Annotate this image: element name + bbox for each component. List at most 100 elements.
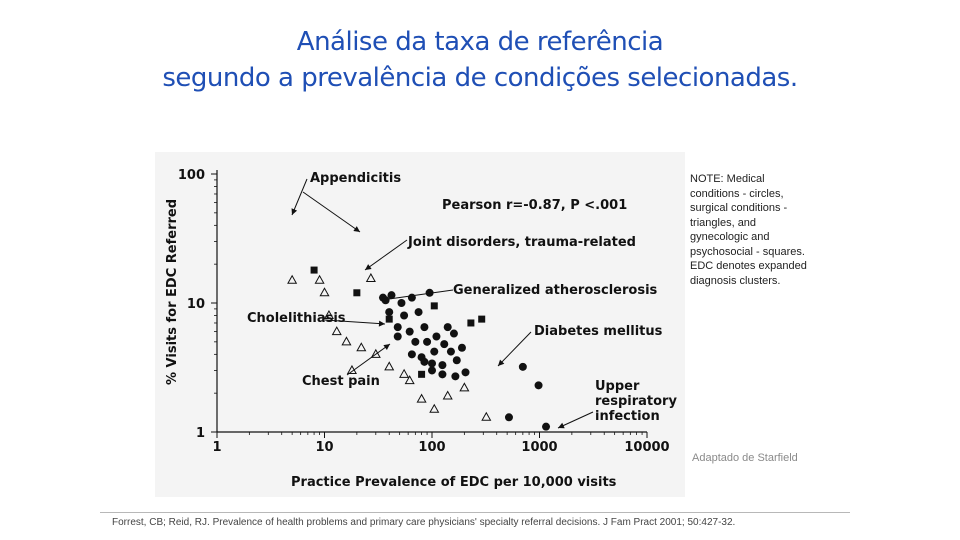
data-point-triangle [370, 348, 381, 358]
pearson-annotation: Pearson r=-0.87, P <.001 [442, 198, 627, 213]
chart-note: NOTE: Medical conditions - circles, surg… [690, 173, 807, 287]
label-cholelithiasis: Cholelithiasis [247, 311, 346, 326]
y-tick-label: 1 [196, 426, 205, 441]
annotation-arrowhead [558, 422, 565, 429]
data-point-circle [393, 323, 402, 332]
data-point-triangle [429, 403, 440, 413]
data-point-triangle [442, 390, 453, 400]
data-point-circle [457, 343, 466, 352]
data-point-circle [385, 308, 394, 317]
annotation-arrow-line [381, 289, 454, 301]
label-diabetes-mellitus: Diabetes mellitus [534, 324, 663, 339]
data-point-circle [440, 340, 449, 349]
data-point-circle [446, 347, 455, 356]
data-point-circle [438, 361, 447, 370]
data-point-circle [428, 366, 436, 375]
label-chest-pain: Chest pain [302, 374, 380, 389]
annotation-arrow-line [364, 239, 408, 271]
data-point-square [385, 315, 393, 323]
annotation-arrowhead [365, 264, 372, 270]
data-point-square [353, 289, 361, 297]
annotation-arrowhead [383, 344, 390, 350]
title-line-1: Análise da taxa de referência [296, 27, 664, 57]
data-point-circle [504, 413, 513, 422]
data-point-triangle [384, 361, 395, 371]
data-point-triangle [365, 272, 376, 282]
data-point-triangle [481, 411, 492, 421]
data-point-circle [452, 356, 461, 365]
scatter-chart: 1 10 100 1000 10000 1 10 100 Practice Prevalence… [165, 168, 677, 490]
data-point-circle [420, 357, 429, 366]
chart-annotations: Pearson r=-0.87, P <.001 Appendicitis Join… [247, 171, 677, 429]
data-point-circle [425, 288, 434, 297]
data-point-triangle [459, 382, 470, 392]
chart-axes: 1 10 100 1000 10000 1 10 100 Practice Prevalence… [165, 168, 670, 490]
data-point-circle [432, 332, 441, 341]
y-tick-label: 100 [178, 168, 205, 183]
title-line-2: segundo a prevalência de condições selec… [162, 63, 798, 93]
data-point-circle [400, 311, 409, 320]
data-point-triangle [416, 393, 427, 403]
data-point-triangle [341, 336, 352, 346]
x-axis-label: Practice Prevalence of EDC per 10,000 vi… [291, 475, 617, 490]
data-point-triangle [331, 326, 342, 336]
data-point-triangle [323, 309, 335, 320]
data-point-circle [461, 368, 470, 377]
y-tick-label: 10 [187, 297, 205, 312]
label-appendicitis: Appendicitis [310, 171, 401, 186]
data-point-circle [393, 332, 402, 341]
data-point-square [430, 302, 438, 310]
data-point-circle [407, 293, 416, 302]
data-point-square [467, 319, 475, 327]
data-point-circle [542, 422, 551, 431]
annotation-arrow-line [291, 178, 308, 216]
source-credit: Adaptado de Starfield [692, 452, 798, 464]
page-title: Análise da taxa de referência segundo a … [0, 24, 960, 96]
label-joint-disorders: Joint disorders, trauma-related [407, 235, 636, 250]
data-point-circle [451, 372, 460, 381]
data-point-circle [428, 359, 436, 368]
data-point-square [478, 315, 486, 323]
label-generalized-atherosclerosis: Generalized atherosclerosis [453, 283, 658, 298]
data-point-triangle [319, 287, 330, 297]
footer-divider [100, 512, 850, 513]
data-point-triangle [399, 368, 410, 378]
annotation-arrowhead [378, 320, 385, 327]
annotation-arrow-line [497, 331, 532, 367]
annotation-arrowhead [498, 359, 505, 366]
data-point-circle [518, 362, 527, 371]
x-tick-label: 1000 [521, 440, 557, 455]
annotation-arrow-line [346, 343, 391, 376]
data-point-triangle [404, 375, 415, 385]
data-point-triangle [314, 274, 325, 284]
data-point-circle [405, 327, 414, 336]
x-tick-label: 10 [315, 440, 333, 455]
annotation-arrowhead [291, 208, 298, 215]
annotation-arrow-line [302, 191, 361, 233]
y-axis-label: % Visits for EDC Referred [165, 199, 180, 385]
data-point-circle [411, 337, 420, 346]
data-point-circle [397, 299, 406, 307]
citation: Forrest, CB; Reid, RJ. Prevalence of hea… [112, 517, 736, 528]
label-respiratory: respiratory [595, 394, 677, 409]
data-point-square [418, 370, 426, 378]
data-point-circle [423, 337, 432, 346]
data-point-circle [387, 291, 396, 300]
data-point-circle [414, 308, 423, 317]
data-point-circle [449, 329, 458, 338]
annotation-arrowhead [382, 296, 389, 303]
annotation-arrow-line [557, 411, 594, 429]
x-tick-label: 1 [212, 440, 221, 455]
data-point-circle [438, 370, 447, 379]
x-tick-label: 10000 [624, 440, 669, 455]
annotation-arrowhead [353, 226, 360, 232]
data-point-triangle [287, 274, 298, 284]
x-tick-label: 100 [418, 440, 445, 455]
data-point-circle [407, 350, 416, 359]
data-point-circle [420, 323, 429, 332]
data-point-circle [430, 347, 439, 356]
label-upper: Upper [595, 379, 640, 394]
data-point-circle [534, 381, 543, 390]
data-point-triangle [356, 342, 367, 352]
scatter-chart-panel: 1 10 100 1000 10000 1 10 100 Practice Prevalence… [155, 152, 685, 497]
